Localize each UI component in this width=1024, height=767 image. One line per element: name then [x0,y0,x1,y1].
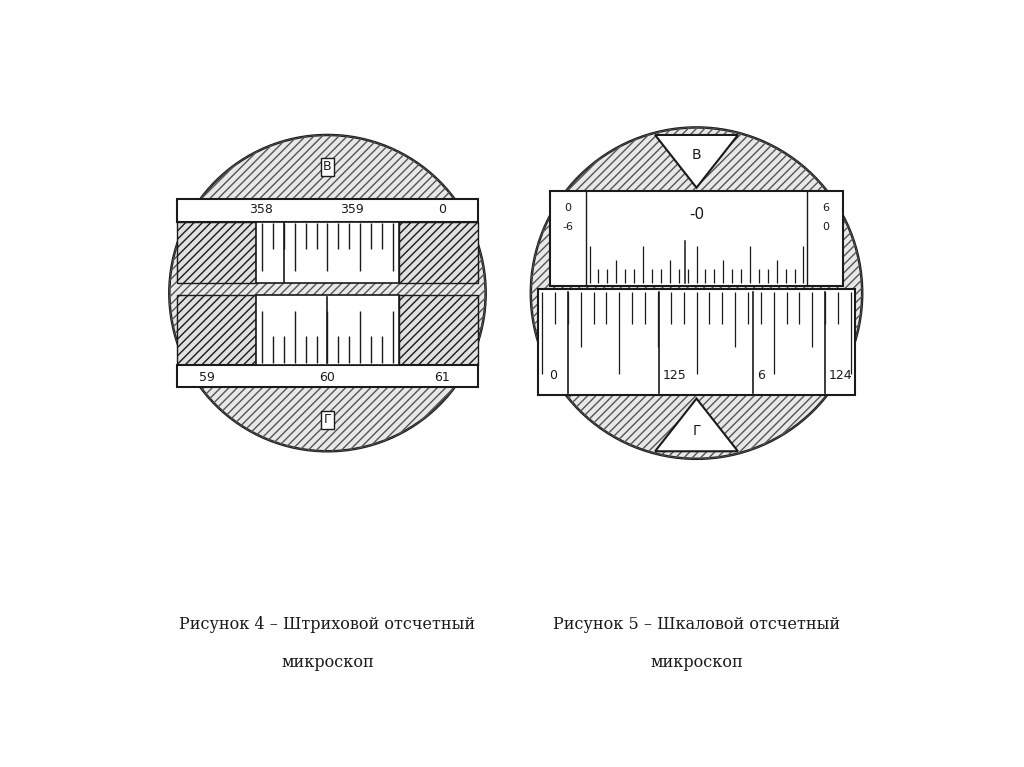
Bar [177,222,256,283]
Bar [399,295,478,364]
Bar [399,222,478,283]
Text: 6: 6 [822,203,828,213]
Circle shape [169,135,485,451]
Text: 0: 0 [822,222,828,232]
Text: микроскоп: микроскоп [650,653,742,670]
Text: 0: 0 [438,202,446,216]
Text: 60: 60 [319,370,336,384]
Text: Г: Г [692,424,700,438]
Text: 59: 59 [199,370,215,384]
Text: 124: 124 [828,370,852,383]
Text: микроскоп: микроскоп [282,653,374,670]
Bar [256,295,399,364]
Text: Г: Г [324,413,332,426]
Polygon shape [655,135,738,188]
Bar [539,289,855,395]
Text: -6: -6 [562,222,573,232]
Text: 358: 358 [249,202,273,216]
Text: -0: -0 [689,206,705,222]
Bar [256,222,399,283]
Bar [177,364,478,387]
Text: 125: 125 [663,370,686,383]
Bar [550,192,844,285]
Text: 61: 61 [434,370,450,384]
Text: В: В [324,160,332,173]
Text: 359: 359 [340,202,364,216]
Text: 6: 6 [757,370,765,383]
Text: В: В [691,148,701,162]
Text: Рисунок 5 – Шкаловой отсчетный: Рисунок 5 – Шкаловой отсчетный [553,616,840,633]
Polygon shape [655,399,738,451]
Circle shape [530,127,862,459]
Text: 0: 0 [564,203,571,213]
Text: 0: 0 [550,370,557,383]
Text: Рисунок 4 – Штриховой отсчетный: Рисунок 4 – Штриховой отсчетный [179,616,475,633]
Bar [177,199,478,222]
Bar [177,295,256,364]
